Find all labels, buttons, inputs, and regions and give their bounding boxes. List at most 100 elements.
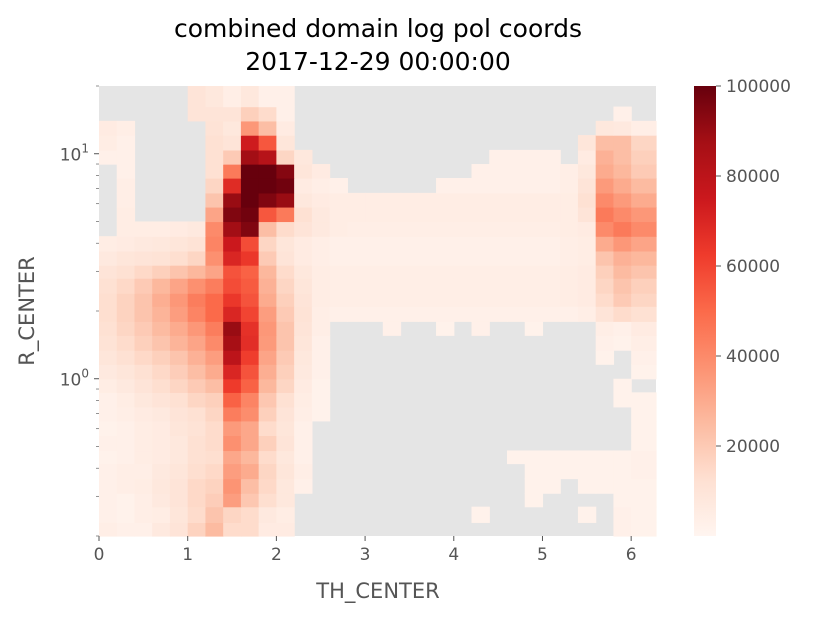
heatmap-cell [542, 236, 561, 252]
heatmap-cell [223, 250, 242, 266]
heatmap-cell [294, 265, 313, 279]
heatmap-cell [311, 364, 331, 380]
heatmap-cell [187, 306, 207, 322]
heatmap-cell [400, 192, 419, 208]
heatmap-cell [613, 306, 632, 322]
heatmap-cell [205, 178, 224, 194]
heatmap-cell [577, 221, 597, 237]
heatmap-cell [223, 493, 242, 508]
heatmap-cell [99, 135, 118, 151]
heatmap-cell [258, 221, 277, 237]
heatmap-cell [489, 293, 508, 307]
heatmap-cell [365, 250, 384, 266]
heatmap-cell [631, 164, 657, 179]
heatmap-cell [577, 278, 597, 294]
heatmap-cell [294, 463, 313, 480]
heatmap-cell [577, 478, 597, 494]
heatmap-cell [276, 250, 295, 266]
heatmap-cell [365, 306, 384, 322]
heatmap-cell [489, 306, 508, 322]
heatmap-cell [276, 478, 295, 494]
heatmap-cell [116, 335, 136, 351]
heatmap-cell [471, 178, 490, 194]
heatmap-cell [542, 192, 561, 208]
heatmap-cell [276, 350, 295, 365]
heatmap-cell [347, 306, 366, 322]
heatmap-cell [542, 306, 561, 322]
heatmap-cell [116, 265, 136, 279]
heatmap-cell [489, 192, 508, 208]
heatmap-cell [223, 364, 242, 380]
heatmap-cell [169, 522, 189, 537]
heatmap-cell [613, 206, 632, 223]
heatmap-cell [223, 135, 242, 151]
colorbar [694, 86, 716, 536]
heatmap-cell [258, 306, 277, 322]
x-axis-label: TH_CENTER [315, 579, 439, 604]
heatmap-cell [152, 350, 171, 365]
heatmap-cell [187, 420, 207, 436]
heatmap-cell [99, 306, 118, 322]
heatmap-cell [116, 178, 136, 194]
heatmap-cell [258, 106, 277, 122]
heatmap-cell [223, 435, 242, 452]
heatmap-cell [311, 221, 331, 237]
heatmap-cell [223, 278, 242, 294]
heatmap-cell [542, 164, 561, 179]
heatmap-cell [240, 435, 260, 452]
heatmap-cell [169, 493, 189, 508]
heatmap-cell [631, 265, 657, 279]
heatmap-cell [240, 178, 260, 194]
heatmap-cell [489, 164, 508, 179]
x-tick-label: 6 [626, 545, 637, 565]
heatmap-cell [560, 293, 579, 307]
heatmap-cell [258, 450, 277, 465]
heatmap-cell [577, 178, 597, 194]
heatmap-cell [152, 335, 171, 351]
heatmap-cell [436, 221, 455, 237]
heatmap-cell [631, 463, 657, 480]
heatmap-cell [99, 364, 118, 380]
heatmap-cell [524, 265, 544, 279]
heatmap-cell [542, 149, 561, 165]
heatmap-cell [418, 206, 437, 223]
heatmap-cell [489, 178, 508, 194]
heatmap-cell [169, 250, 189, 266]
heatmap-cell [453, 236, 473, 252]
heatmap-cell [152, 522, 171, 537]
heatmap-cell [382, 265, 402, 279]
heatmap-cell [258, 250, 277, 266]
heatmap-cell [577, 293, 597, 307]
heatmap-cell [205, 221, 224, 237]
heatmap-cell [542, 250, 561, 266]
heatmap-cell [258, 321, 277, 336]
heatmap-cell [311, 321, 331, 336]
heatmap-cell [187, 378, 207, 393]
heatmap-cell [418, 221, 437, 237]
heatmap-cell [294, 350, 313, 365]
heatmap-cell [471, 236, 490, 252]
heatmap-cell [542, 178, 561, 194]
heatmap-cell [134, 265, 153, 279]
heatmap-cell [152, 506, 171, 523]
heatmap-cell [631, 321, 657, 336]
heatmap-cell [258, 135, 277, 151]
heatmap-cell [329, 278, 348, 294]
heatmap-cell [506, 206, 526, 223]
heatmap-cell [631, 306, 657, 322]
heatmap-cell [631, 192, 657, 208]
heatmap-cell [382, 278, 402, 294]
heatmap-cell [311, 350, 331, 365]
heatmap-cell [258, 350, 277, 365]
heatmap-cell [471, 250, 490, 266]
heatmap-cell [560, 236, 579, 252]
heatmap-cell [169, 335, 189, 351]
heatmap-cell [187, 106, 207, 122]
heatmap-cell [311, 164, 331, 179]
heatmap-cell [365, 278, 384, 294]
heatmap-cell [223, 335, 242, 351]
heatmap-cell [258, 236, 277, 252]
heatmap-cell [560, 265, 579, 279]
heatmap-cell [187, 221, 207, 237]
heatmap-cell [560, 278, 579, 294]
